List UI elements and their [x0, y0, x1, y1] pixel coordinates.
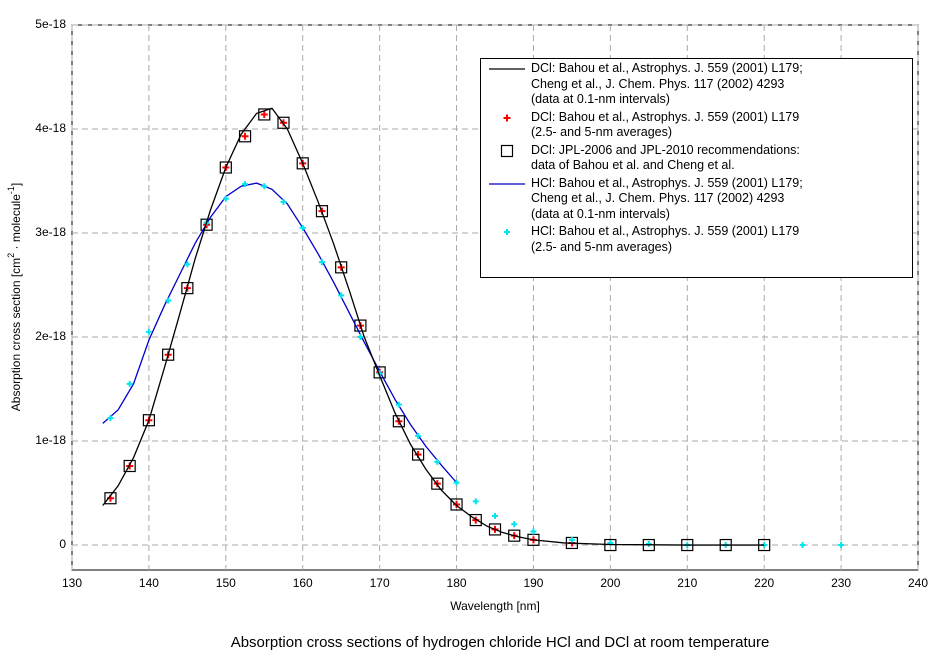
marker [296, 157, 309, 170]
y-tick-label: 4e-18 [35, 121, 66, 135]
marker [415, 432, 422, 439]
marker [107, 415, 114, 422]
x-tick-label: 210 [677, 576, 697, 590]
marker [357, 334, 364, 341]
x-tick-label: 170 [370, 576, 390, 590]
marker [280, 198, 287, 205]
x-tick-label: 240 [908, 576, 928, 590]
marker [219, 161, 232, 174]
y-tick-label: 5e-18 [35, 17, 66, 31]
marker [318, 259, 325, 266]
marker [392, 415, 405, 428]
marker [142, 414, 156, 427]
x-tick-label: 180 [447, 576, 467, 590]
marker [568, 536, 575, 543]
marker [450, 498, 463, 511]
marker [472, 498, 479, 505]
marker [530, 528, 537, 535]
marker [184, 261, 191, 268]
marker [260, 110, 268, 118]
marker [258, 108, 271, 121]
marker [431, 477, 444, 490]
legend-symbol [504, 229, 510, 235]
legend-label: DCl: JPL-2006 and JPL-2010 recommendatio… [531, 142, 800, 173]
marker [126, 380, 133, 387]
legend-entry: HCl: Bahou et al., Astrophys. J. 559 (20… [481, 224, 912, 255]
marker [354, 319, 367, 332]
marker [162, 348, 175, 361]
marker [200, 218, 213, 231]
marker [335, 261, 348, 274]
marker [645, 540, 652, 547]
y-tick-label: 3e-18 [35, 225, 66, 239]
marker [338, 292, 345, 299]
marker [838, 542, 845, 549]
y-label-part: ] [9, 183, 23, 186]
y-tick-label: 2e-18 [35, 329, 66, 343]
legend-entry: DCl: Bahou et al., Astrophys. J. 559 (20… [481, 110, 912, 141]
marker [277, 116, 290, 129]
legend-label: DCl: Bahou et al., Astrophys. J. 559 (20… [531, 109, 800, 140]
y-label-part: -1 [6, 186, 16, 194]
marker [799, 542, 806, 549]
marker [165, 297, 172, 304]
legend-symbol [489, 182, 525, 185]
marker [488, 523, 502, 536]
marker [453, 479, 460, 486]
legend-label: DCl: Bahou et al., Astrophys. J. 559 (20… [531, 61, 803, 106]
series-line [102, 182, 458, 484]
legend-entry: DCl: JPL-2006 and JPL-2010 recommendatio… [481, 143, 912, 174]
legend-symbol [503, 114, 511, 121]
marker [469, 513, 482, 527]
chart-title: Absorption cross sections of hydrogen ch… [231, 634, 770, 651]
x-tick-label: 160 [293, 576, 313, 590]
marker [411, 448, 425, 461]
legend-label: HCl: Bahou et al., Astrophys. J. 559 (20… [531, 224, 800, 254]
x-tick-label: 230 [831, 576, 851, 590]
marker [181, 282, 194, 295]
x-tick-label: 140 [139, 576, 159, 590]
legend: DCl: Bahou et al., Astrophys. J. 559 (20… [480, 58, 913, 278]
x-tick-label: 190 [523, 576, 543, 590]
marker [104, 492, 117, 505]
x-tick-label: 130 [62, 576, 82, 590]
marker [508, 529, 521, 542]
x-axis-label: Wavelength [nm] [450, 599, 540, 613]
y-label-part: 2 [6, 253, 16, 258]
legend-symbol [489, 68, 525, 70]
marker [145, 328, 152, 335]
x-tick-label: 150 [216, 576, 236, 590]
x-tick-label: 220 [754, 576, 774, 590]
marker [453, 500, 461, 508]
legend-label: HCl: Bahou et al., Astrophys. J. 559 (20… [531, 175, 803, 221]
y-label-part: Absorption cross section [cm [9, 258, 23, 411]
x-tick-label: 200 [600, 576, 620, 590]
legend-entry: DCl: Bahou et al., Astrophys. J. 559 (20… [481, 61, 912, 108]
legend-symbol [500, 144, 514, 157]
marker [261, 183, 268, 190]
marker [434, 458, 441, 465]
marker [492, 512, 498, 519]
series-line [102, 107, 765, 546]
marker [241, 132, 249, 140]
marker [503, 114, 511, 121]
marker [395, 401, 402, 408]
marker [299, 224, 306, 231]
y-tick-label: 0 [59, 537, 66, 551]
y-tick-label: 1e-18 [35, 433, 66, 447]
marker [373, 366, 386, 379]
legend-entry: HCl: Bahou et al., Astrophys. J. 559 (20… [481, 176, 912, 223]
marker [242, 181, 249, 188]
y-axis-label: Absorption cross section [cm2 · molecule… [6, 183, 23, 411]
marker [511, 521, 518, 528]
marker [222, 195, 229, 202]
marker [504, 229, 510, 235]
marker [500, 144, 514, 157]
y-label-part: · molecule [9, 194, 23, 253]
marker [315, 205, 329, 218]
marker [123, 459, 136, 473]
